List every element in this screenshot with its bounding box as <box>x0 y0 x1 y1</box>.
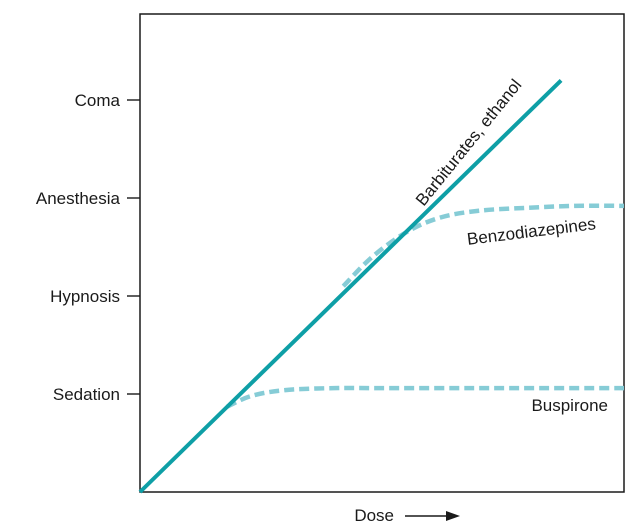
series-line-benzodiazepines <box>341 203 625 288</box>
y-tick-label-coma: Coma <box>75 91 121 110</box>
x-axis-title: Dose <box>354 506 460 525</box>
series-line-barbiturates-ethanol <box>138 78 563 494</box>
x-axis-label: Dose <box>354 506 394 525</box>
series-label-buspirone: Buspirone <box>531 396 608 415</box>
y-tick-label-anesthesia: Anesthesia <box>36 189 121 208</box>
series-label-barbiturates: Barbiturates, ethanol <box>412 76 526 210</box>
y-tick-label-sedation: Sedation <box>53 385 120 404</box>
series-line-buspirone <box>226 385 624 409</box>
plot-frame <box>139 13 625 493</box>
y-tick-label-hypnosis: Hypnosis <box>50 287 120 306</box>
dose-arrow-head <box>446 511 460 521</box>
series-layer <box>138 78 625 494</box>
series-label-benzodiazepines: Benzodiazepines <box>466 214 597 249</box>
y-axis-ticks: Sedation Hypnosis Anesthesia Coma <box>36 91 140 404</box>
